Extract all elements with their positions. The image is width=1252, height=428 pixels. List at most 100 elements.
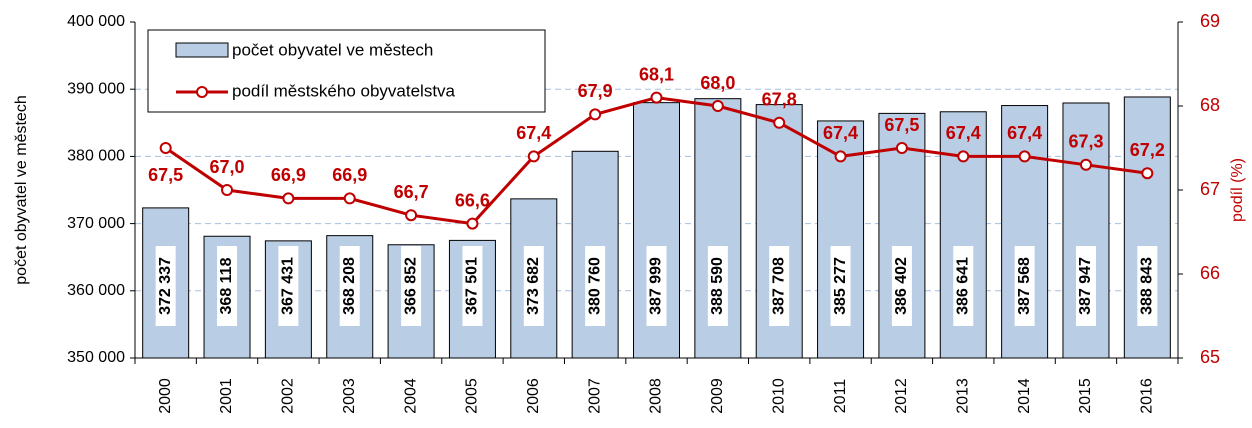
legend-label: počet obyvatel ve městech (232, 40, 433, 59)
bar-label-bg (1137, 246, 1158, 326)
x-tick-label: 2004 (402, 378, 419, 414)
line-marker (527, 150, 540, 163)
x-tick-label: 2014 (1016, 378, 1033, 414)
line-marker (1079, 158, 1092, 171)
bar-label-bg (707, 246, 728, 326)
bar-label-bg (953, 246, 974, 326)
bar-label-bg (155, 246, 176, 326)
line-label: 67,4 (823, 123, 858, 143)
y2-tick-label: 68 (1200, 95, 1220, 115)
bar-label: 386 402 (893, 257, 910, 315)
line-marker (773, 116, 786, 129)
y-tick-label: 350 000 (67, 349, 125, 366)
bar-label-bg (339, 246, 360, 326)
legend-swatch (175, 42, 229, 58)
bar-label-bg (462, 246, 483, 326)
x-tick-label: 2002 (280, 378, 297, 414)
line-label: 67,2 (1130, 140, 1165, 160)
x-tick-label: 2003 (341, 378, 358, 414)
line-label: 67,4 (946, 123, 981, 143)
bar-label-bg (401, 246, 422, 326)
bar-label-bg (278, 246, 299, 326)
line-marker (221, 184, 234, 196)
x-tick-label: 2015 (1077, 378, 1094, 414)
line-marker (343, 192, 356, 205)
line-label: 67,4 (516, 123, 551, 143)
bar-label: 372 337 (157, 257, 174, 315)
bar-label-bg (1014, 246, 1035, 326)
line-marker (895, 142, 908, 154)
bar-label-bg (646, 246, 667, 326)
x-tick-label: 2010 (770, 378, 787, 414)
y-tick-label: 360 000 (67, 282, 125, 299)
bar-label-bg (769, 246, 790, 326)
bar-label-bg (891, 246, 912, 326)
legend-label: podíl městského obyvatelstva (232, 81, 456, 100)
y-tick-label: 370 000 (67, 215, 125, 232)
bar-label: 388 590 (709, 257, 726, 315)
line-label: 67,4 (1007, 123, 1042, 143)
bar (755, 104, 803, 359)
line-marker (1018, 150, 1031, 163)
line-marker (1141, 167, 1154, 180)
bar-label: 368 208 (341, 257, 358, 315)
line-marker (711, 100, 724, 112)
y-tick-label: 380 000 (67, 148, 125, 165)
y2-tick-label: 66 (1200, 263, 1220, 283)
bar-label-bg (1075, 246, 1096, 326)
bar-label: 373 682 (525, 257, 542, 315)
line-label: 68,1 (639, 64, 674, 84)
legend-marker (196, 86, 208, 98)
x-tick-label: 2008 (648, 378, 665, 414)
line-label: 67,9 (578, 81, 613, 101)
bar-label-bg (830, 246, 851, 326)
x-tick-label: 2012 (893, 378, 910, 414)
line-marker (834, 150, 847, 163)
bar-label: 368 118 (218, 257, 235, 314)
line-label: 67,0 (210, 157, 245, 177)
line-marker (589, 108, 602, 121)
bar-label: 386 641 (954, 257, 971, 315)
line-marker (282, 192, 295, 205)
x-tick-label: 2006 (525, 378, 542, 414)
line-marker (466, 217, 479, 230)
y2-axis-label: podíl (%) (1229, 158, 1246, 222)
bar-label: 380 760 (586, 257, 603, 315)
line-label: 66,7 (394, 182, 429, 202)
line-label: 67,5 (884, 115, 919, 135)
bar-label: 387 999 (648, 257, 665, 315)
line-label: 66,9 (271, 165, 306, 185)
x-tick-label: 2005 (464, 378, 481, 414)
y2-tick-label: 65 (1200, 347, 1220, 367)
line-label: 67,5 (148, 165, 183, 185)
bar-label: 366 852 (402, 257, 419, 315)
x-tick-label: 2009 (709, 378, 726, 414)
bar-label-bg (523, 246, 544, 326)
x-tick-label: 2007 (586, 378, 603, 414)
bar-label: 388 843 (1139, 257, 1156, 315)
line-marker (405, 209, 418, 222)
bar-label: 387 568 (1016, 257, 1033, 315)
bar-label: 367 501 (464, 257, 481, 315)
bar-label: 385 277 (832, 257, 849, 315)
bar-label: 367 431 (280, 257, 297, 315)
x-tick-label: 2000 (157, 378, 174, 414)
line-label: 66,6 (455, 190, 490, 210)
line-marker (957, 150, 970, 163)
y-axis-label: počet obyvatel ve městech (13, 95, 30, 284)
y-tick-label: 400 000 (67, 13, 125, 30)
bar-label: 387 708 (770, 257, 787, 315)
x-tick-label: 2011 (832, 379, 849, 414)
line-label: 68,0 (700, 73, 735, 93)
line-marker (650, 91, 663, 104)
line-marker (159, 142, 172, 154)
line-label: 66,9 (332, 165, 367, 185)
x-tick-label: 2013 (954, 378, 971, 414)
y2-tick-label: 69 (1200, 11, 1220, 31)
x-tick-label: 2016 (1139, 378, 1156, 414)
x-tick-label: 2001 (218, 378, 235, 414)
y-tick-label: 390 000 (67, 80, 125, 97)
y2-tick-label: 67 (1200, 179, 1220, 199)
line-label: 67,8 (762, 90, 797, 110)
